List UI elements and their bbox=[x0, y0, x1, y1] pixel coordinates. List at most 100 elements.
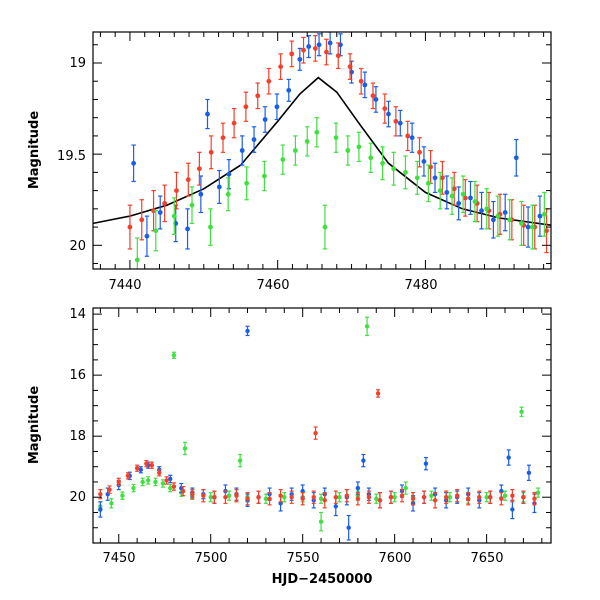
green-data-point bbox=[403, 485, 408, 491]
red-data-point bbox=[393, 118, 399, 124]
blue-data-point bbox=[421, 159, 427, 164]
blue-data-point bbox=[144, 233, 150, 239]
green-data-point bbox=[414, 175, 420, 181]
red-data-point bbox=[405, 133, 411, 139]
green-data-point bbox=[530, 224, 535, 230]
blue-data-point bbox=[355, 485, 361, 491]
blue-data-point bbox=[537, 213, 543, 219]
red-data-point bbox=[162, 200, 168, 206]
red-data-point bbox=[185, 177, 191, 183]
green-data-point bbox=[484, 206, 490, 212]
red-data-point bbox=[107, 487, 112, 492]
blue-data-point bbox=[409, 135, 415, 141]
blue-data-point bbox=[338, 42, 343, 48]
blue-data-point bbox=[468, 195, 473, 201]
bottom-y-tick-label: 14 bbox=[69, 307, 86, 322]
green-data-point bbox=[345, 148, 351, 153]
blue-data-point bbox=[513, 155, 519, 161]
green-data-point bbox=[244, 180, 250, 186]
red-data-point bbox=[440, 175, 445, 181]
red-data-point bbox=[521, 495, 526, 500]
red-data-point bbox=[212, 495, 217, 500]
green-data-point bbox=[237, 458, 243, 463]
blue-data-point bbox=[506, 455, 511, 460]
green-data-point bbox=[134, 257, 140, 263]
blue-data-point bbox=[245, 328, 250, 334]
blue-data-point bbox=[502, 210, 508, 215]
green-data-point bbox=[131, 485, 136, 491]
red-data-point bbox=[134, 466, 140, 471]
red-data-point bbox=[289, 51, 295, 57]
blue-data-point bbox=[346, 525, 351, 530]
red-data-point bbox=[180, 488, 186, 494]
bottom-y-tick-label: 16 bbox=[69, 368, 86, 383]
bottom-x-tick-label: 7600 bbox=[378, 551, 411, 566]
red-data-point bbox=[451, 186, 457, 192]
top-y-tick-label: 20 bbox=[69, 239, 86, 254]
red-data-point bbox=[333, 495, 338, 500]
blue-data-point bbox=[131, 160, 137, 166]
blue-data-point bbox=[286, 87, 292, 93]
red-data-point bbox=[223, 495, 228, 500]
blue-data-point bbox=[168, 476, 173, 482]
blue-data-point bbox=[226, 171, 232, 177]
red-data-point bbox=[312, 46, 318, 51]
red-data-point bbox=[443, 495, 449, 500]
bottom-y-tick-label: 18 bbox=[69, 429, 86, 444]
green-data-point bbox=[153, 228, 159, 234]
red-data-point bbox=[344, 493, 350, 498]
green-data-point bbox=[282, 495, 287, 500]
blue-data-point bbox=[251, 137, 257, 142]
green-data-point bbox=[318, 496, 324, 501]
green-data-point bbox=[519, 221, 524, 226]
bottom-x-tick-label: 7550 bbox=[286, 551, 319, 566]
red-data-point bbox=[335, 53, 341, 59]
blue-data-point bbox=[397, 120, 403, 126]
bottom-x-axis-label: HJD−2450000 bbox=[272, 572, 373, 587]
top-plot-area bbox=[93, 32, 551, 269]
green-data-point bbox=[495, 213, 501, 219]
red-data-point bbox=[267, 496, 272, 501]
red-data-point bbox=[157, 470, 162, 476]
bottom-x-tick-label: 7500 bbox=[194, 551, 227, 566]
blue-data-point bbox=[373, 97, 379, 102]
red-data-point bbox=[462, 195, 468, 201]
green-data-point bbox=[380, 160, 385, 166]
green-data-point bbox=[208, 495, 213, 500]
red-data-point bbox=[488, 495, 493, 500]
green-data-point bbox=[374, 496, 379, 501]
blue-data-point bbox=[316, 42, 322, 48]
green-data-point bbox=[189, 202, 195, 208]
green-data-point bbox=[392, 495, 397, 500]
blue-data-point bbox=[432, 175, 438, 181]
red-data-point bbox=[243, 104, 249, 110]
red-data-point bbox=[151, 208, 156, 214]
red-data-point bbox=[98, 491, 103, 497]
red-data-point bbox=[289, 495, 294, 500]
red-data-point bbox=[174, 188, 179, 194]
red-data-point bbox=[370, 93, 376, 99]
blue-data-point bbox=[138, 467, 144, 472]
green-data-point bbox=[293, 148, 298, 153]
green-data-point bbox=[429, 493, 434, 498]
blue-data-point bbox=[157, 210, 163, 215]
red-data-point bbox=[432, 498, 438, 503]
green-data-point bbox=[225, 191, 231, 197]
top-x-tick-label: 7440 bbox=[108, 278, 141, 293]
red-data-point bbox=[466, 496, 471, 501]
blue-data-point bbox=[525, 224, 531, 230]
red-data-point bbox=[410, 496, 416, 501]
blue-data-point bbox=[479, 208, 484, 214]
green-data-point bbox=[460, 191, 466, 197]
red-data-point bbox=[278, 64, 284, 70]
bottom-plot-frame bbox=[92, 307, 552, 544]
red-data-point bbox=[324, 49, 329, 55]
green-data-point bbox=[153, 479, 158, 485]
green-data-point bbox=[171, 353, 177, 358]
red-data-point bbox=[382, 106, 388, 111]
red-data-point bbox=[322, 498, 327, 503]
red-data-point bbox=[358, 78, 364, 84]
blue-data-point bbox=[423, 461, 429, 466]
green-data-point bbox=[280, 157, 286, 163]
